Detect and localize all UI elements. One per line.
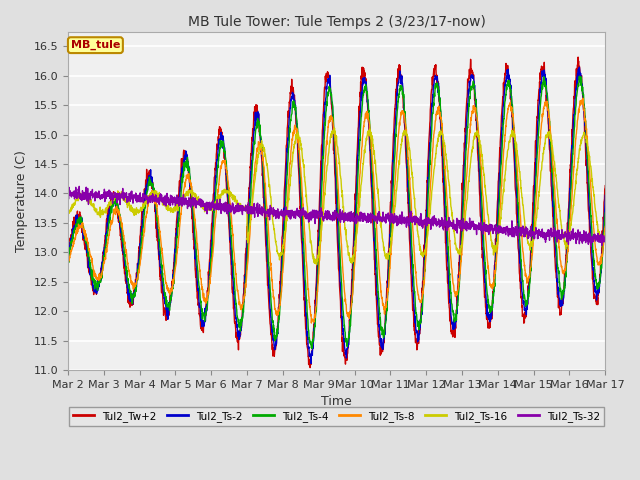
- Tul2_Ts-4: [308, 346, 316, 351]
- Tul2_Ts-16: [602, 230, 609, 236]
- Tul2_Ts-4: [575, 73, 583, 79]
- Tul2_Ts-8: [214, 187, 221, 192]
- Tul2_Ts-32: [569, 235, 577, 240]
- Tul2_Ts-4: [364, 98, 372, 104]
- Line: Tul2_Ts-8: Tul2_Ts-8: [68, 98, 605, 323]
- Line: Tul2_Ts-4: Tul2_Ts-4: [68, 76, 605, 348]
- Legend: Tul2_Tw+2, Tul2_Ts-2, Tul2_Ts-4, Tul2_Ts-8, Tul2_Ts-16, Tul2_Ts-32: Tul2_Tw+2, Tul2_Ts-2, Tul2_Ts-4, Tul2_Ts…: [69, 407, 604, 426]
- Tul2_Ts-8: [554, 233, 562, 239]
- Tul2_Ts-16: [313, 262, 321, 268]
- Line: Tul2_Ts-2: Tul2_Ts-2: [68, 67, 605, 363]
- Tul2_Ts-2: [64, 251, 72, 256]
- Tul2_Ts-16: [64, 211, 72, 216]
- Tul2_Ts-32: [602, 233, 609, 239]
- Tul2_Ts-4: [569, 151, 577, 157]
- Tul2_Ts-16: [214, 195, 221, 201]
- Tul2_Ts-4: [64, 258, 72, 264]
- Tul2_Ts-16: [364, 131, 372, 136]
- Tul2_Tw+2: [569, 113, 577, 119]
- Tul2_Ts-2: [602, 192, 609, 198]
- Text: MB_tule: MB_tule: [70, 40, 120, 50]
- Tul2_Ts-32: [353, 216, 360, 221]
- Tul2_Ts-8: [602, 224, 609, 229]
- Tul2_Ts-2: [214, 151, 221, 156]
- Tul2_Ts-32: [493, 228, 500, 234]
- Tul2_Ts-2: [364, 97, 372, 103]
- Tul2_Tw+2: [493, 218, 500, 224]
- Tul2_Ts-16: [570, 204, 577, 209]
- Tul2_Tw+2: [364, 108, 372, 113]
- Tul2_Tw+2: [307, 365, 314, 371]
- Tul2_Ts-2: [493, 233, 500, 239]
- Tul2_Tw+2: [554, 293, 562, 299]
- Tul2_Ts-32: [364, 211, 372, 216]
- Tul2_Ts-8: [353, 237, 360, 242]
- Tul2_Ts-8: [64, 259, 72, 264]
- Tul2_Ts-8: [364, 110, 372, 116]
- Tul2_Ts-2: [554, 284, 562, 290]
- Tul2_Ts-4: [493, 251, 500, 256]
- Tul2_Ts-8: [569, 177, 577, 183]
- Tul2_Tw+2: [574, 54, 582, 60]
- Tul2_Ts-16: [353, 233, 360, 239]
- Tul2_Tw+2: [353, 174, 360, 180]
- Tul2_Tw+2: [214, 145, 221, 151]
- Tul2_Ts-16: [554, 196, 562, 202]
- Tul2_Ts-8: [579, 96, 587, 101]
- Tul2_Ts-16: [331, 125, 339, 131]
- X-axis label: Time: Time: [321, 396, 352, 408]
- Tul2_Ts-32: [214, 203, 222, 209]
- Y-axis label: Temperature (C): Temperature (C): [15, 150, 28, 252]
- Line: Tul2_Ts-32: Tul2_Ts-32: [68, 186, 605, 246]
- Tul2_Ts-8: [308, 320, 316, 326]
- Tul2_Ts-2: [307, 360, 315, 366]
- Tul2_Tw+2: [602, 183, 609, 189]
- Line: Tul2_Tw+2: Tul2_Tw+2: [68, 57, 605, 368]
- Tul2_Ts-4: [554, 265, 562, 271]
- Tul2_Ts-4: [353, 212, 360, 217]
- Tul2_Ts-32: [64, 191, 72, 197]
- Tul2_Ts-2: [353, 192, 360, 198]
- Line: Tul2_Ts-16: Tul2_Ts-16: [68, 128, 605, 265]
- Tul2_Ts-4: [214, 163, 221, 168]
- Tul2_Ts-4: [602, 210, 609, 216]
- Tul2_Tw+2: [64, 243, 72, 249]
- Tul2_Ts-32: [588, 243, 595, 249]
- Tul2_Ts-2: [575, 64, 583, 70]
- Tul2_Ts-2: [569, 133, 577, 139]
- Tul2_Ts-16: [493, 242, 501, 248]
- Tul2_Ts-8: [493, 251, 500, 257]
- Tul2_Ts-32: [554, 227, 562, 233]
- Title: MB Tule Tower: Tule Temps 2 (3/23/17-now): MB Tule Tower: Tule Temps 2 (3/23/17-now…: [188, 15, 486, 29]
- Tul2_Ts-32: [76, 183, 83, 189]
